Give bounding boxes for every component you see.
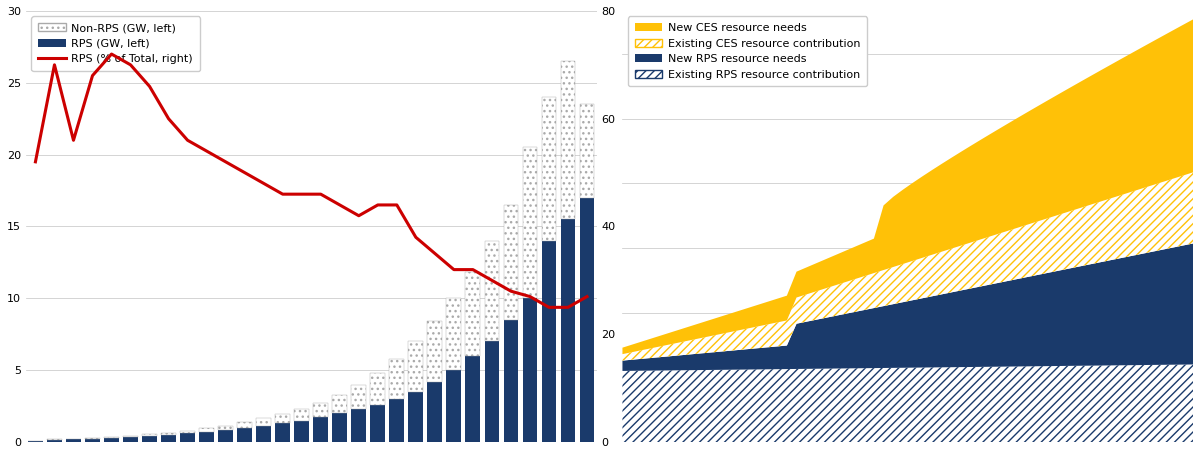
Bar [218,430,233,442]
Bar [85,439,100,442]
Bar [332,394,347,413]
Bar [408,341,424,392]
Bar [199,428,214,432]
Bar [275,414,290,423]
Legend: New CES resource needs, Existing CES resource contribution, New RPS resource nee: New CES resource needs, Existing CES res… [628,16,868,86]
Bar [390,399,404,442]
Bar [180,434,196,442]
Bar [161,433,176,435]
Bar [560,219,576,442]
Bar [390,359,404,399]
Bar [218,425,233,430]
Bar [485,341,499,442]
Bar [66,440,80,442]
Bar [427,382,443,442]
Bar [332,413,347,442]
Bar [485,241,499,341]
Bar [466,356,480,442]
Legend: Non-RPS (GW, left), RPS (GW, left), RPS (% of Total, right): Non-RPS (GW, left), RPS (GW, left), RPS … [31,16,199,71]
Bar [313,403,328,417]
Bar [47,439,62,440]
Bar [446,370,461,442]
Bar [294,420,310,442]
Bar [257,418,271,425]
Bar [238,422,252,428]
Bar [104,437,119,438]
Bar [28,441,43,442]
Bar [541,97,557,241]
Bar [371,404,385,442]
Bar [66,439,80,440]
Bar [180,430,196,434]
Bar [504,205,518,320]
Bar [580,198,594,442]
Bar [408,392,424,442]
Bar [142,434,157,436]
Bar [257,425,271,442]
Bar [522,298,538,442]
Bar [352,384,366,409]
Bar [427,321,443,382]
Bar [238,428,252,442]
Bar [541,241,557,442]
Bar [124,437,138,442]
Bar [466,273,480,356]
Bar [161,435,176,442]
Bar [313,417,328,442]
Bar [294,409,310,420]
Bar [580,104,594,198]
Bar [142,436,157,442]
Bar [104,438,119,442]
Bar [504,320,518,442]
Bar [275,423,290,442]
Bar [124,435,138,437]
Bar [446,298,461,370]
Bar [522,147,538,298]
Bar [85,438,100,439]
Bar [47,440,62,442]
Bar [371,373,385,404]
Bar [199,432,214,442]
Bar [560,61,576,219]
Bar [352,409,366,442]
